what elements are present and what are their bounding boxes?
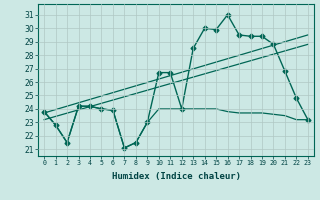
X-axis label: Humidex (Indice chaleur): Humidex (Indice chaleur)	[111, 172, 241, 181]
